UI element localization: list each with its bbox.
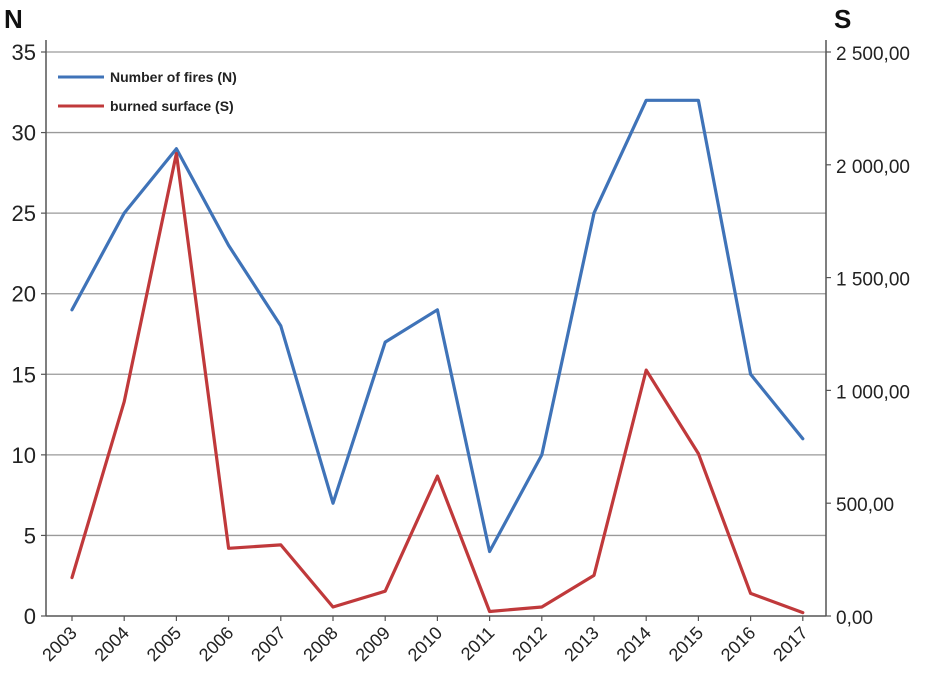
y-right-axis-label: S (834, 4, 851, 34)
x-tick-label: 2004 (91, 623, 133, 665)
gridlines (46, 51, 826, 537)
x-tick-label: 2012 (508, 623, 550, 665)
y-left-tick-labels: 0 5 10 15 20 25 30 35 (12, 40, 46, 629)
x-tick-label: 2009 (352, 623, 394, 665)
y-right-tick-label: 2 000,00 (836, 157, 910, 178)
series-line-number-of-fires (70, 98, 805, 554)
y-left-tick-label: 20 (12, 282, 36, 307)
series-line-burned-surface (70, 151, 805, 615)
y-left-tick-label: 30 (12, 121, 36, 146)
x-tick-label: 2006 (195, 623, 237, 665)
legend-label-burned-surface: burned surface (S) (110, 98, 234, 114)
y-left-axis-label: N (4, 4, 23, 34)
x-tick-label: 2016 (717, 623, 759, 665)
x-tick-label: 2010 (404, 623, 446, 665)
y-left-tick-label: 25 (12, 201, 36, 226)
x-tick-label: 2015 (665, 623, 707, 665)
y-left-tick-label: 15 (12, 362, 36, 387)
x-tick-label: 2011 (457, 623, 499, 665)
x-tick-label: 2003 (38, 623, 80, 665)
series (70, 98, 805, 615)
x-tick-labels: 2003 2004 2005 2006 2007 2008 2009 2010 2011 2012… (38, 616, 812, 665)
y-left-tick-label: 5 (24, 523, 36, 548)
y-right-tick-labels: 0,00 500,00 1 000,00 1 500,00 2 000,00 2 500,… (826, 44, 910, 629)
x-tick-label: 2014 (613, 623, 655, 665)
y-right-tick-label: 1 000,00 (836, 382, 910, 403)
x-tick-label: 2008 (299, 623, 341, 665)
x-tick-label: 2007 (247, 623, 289, 665)
y-left-tick-label: 10 (12, 443, 36, 468)
x-tick-label: 2017 (769, 623, 811, 665)
y-left-tick-label: 35 (12, 40, 36, 65)
y-right-tick-label: 1 500,00 (836, 270, 910, 291)
y-right-tick-label: 500,00 (836, 495, 894, 516)
x-tick-label: 2013 (560, 623, 602, 665)
x-tick-label: 2005 (143, 623, 185, 665)
legend: Number of fires (N) burned surface (S) (58, 69, 237, 114)
y-right-tick-label: 0,00 (836, 608, 873, 629)
y-right-tick-label: 2 500,00 (836, 44, 910, 65)
y-left-tick-label: 0 (24, 604, 36, 629)
legend-label-number-of-fires: Number of fires (N) (110, 69, 237, 85)
